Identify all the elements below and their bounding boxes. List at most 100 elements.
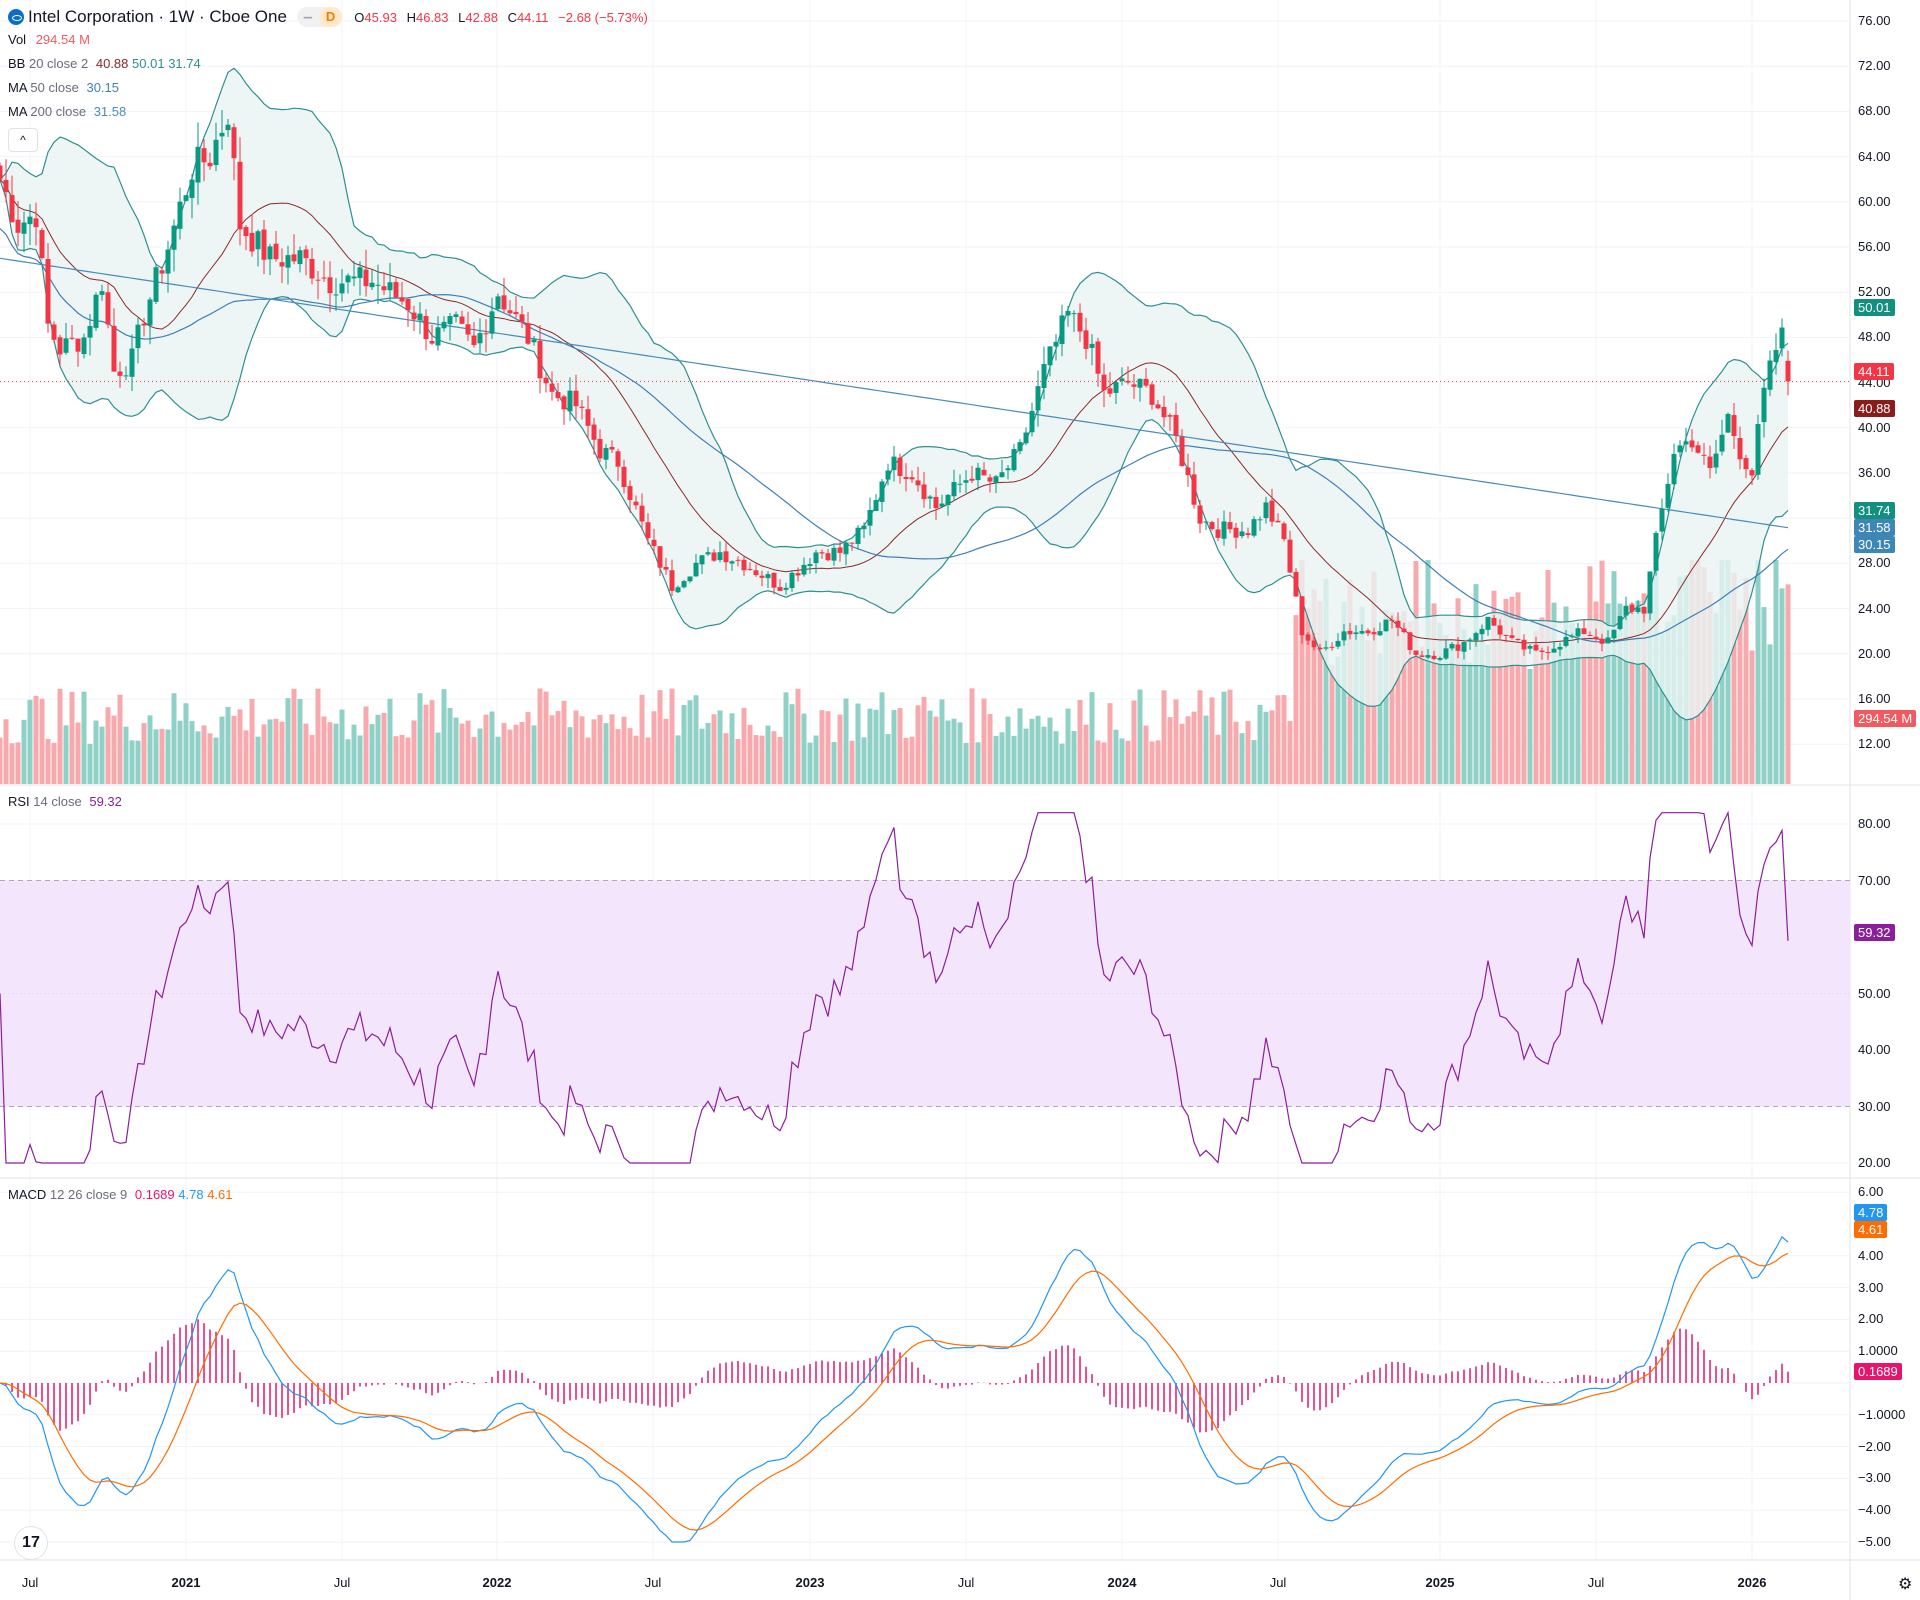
candle	[1377, 631, 1383, 636]
close-value: 44.11	[516, 9, 549, 25]
volume-bar	[729, 713, 735, 784]
tradingview-logo-icon[interactable]: 17	[14, 1526, 48, 1560]
collapse-legend-button[interactable]: ^	[8, 128, 38, 152]
candle	[1161, 407, 1167, 418]
volume-bar	[783, 692, 789, 784]
candle	[105, 292, 111, 325]
rsi-axis-label: 30.00	[1858, 1098, 1891, 1114]
candle	[1527, 645, 1533, 649]
candle	[1773, 350, 1779, 362]
close-label: C	[507, 9, 517, 25]
ma200-legend[interactable]: MA 200 close 31.58	[8, 103, 126, 121]
volume-bar	[579, 716, 585, 784]
legend-value: 30.15	[86, 80, 120, 95]
volume-bar	[303, 723, 309, 784]
bb-legend[interactable]: BB 20 close 2 40.88 50.01 31.74	[8, 55, 201, 73]
candle	[429, 340, 435, 344]
volume-bar	[1521, 639, 1527, 784]
volume-legend[interactable]: Vol 294.54 M	[8, 31, 90, 49]
volume-bar	[597, 714, 603, 784]
volume-bar	[213, 737, 219, 784]
candle	[699, 555, 705, 565]
volume-bar	[183, 703, 189, 784]
volume-bar	[741, 707, 747, 784]
candle	[1173, 414, 1179, 436]
volume-bar	[897, 708, 903, 784]
delayed-data-badge[interactable]: D	[318, 7, 343, 27]
candle	[1257, 519, 1263, 521]
volume-bar	[771, 731, 777, 784]
candle	[513, 311, 519, 315]
volume-bar	[1299, 560, 1305, 784]
volume-bar	[645, 737, 651, 784]
rsi-legend[interactable]: RSI 14 close 59.32	[8, 793, 122, 811]
time-axis-label: 2023	[795, 1575, 825, 1590]
volume-bar	[477, 728, 483, 784]
candle	[795, 573, 801, 576]
volume-bar	[273, 718, 279, 784]
candle	[387, 282, 393, 291]
volume-bar	[759, 735, 765, 784]
legend-label: RSI	[8, 794, 30, 809]
volume-bar	[237, 709, 243, 784]
macd-legend[interactable]: MACD 12 26 close 9 0.1689 4.78 4.61	[8, 1186, 233, 1204]
volume-bar	[1431, 603, 1437, 784]
candle	[1779, 327, 1785, 349]
bb-basis-value: 40.88	[95, 56, 129, 71]
candle	[567, 390, 573, 412]
volume-bar	[483, 714, 489, 784]
candle	[1077, 312, 1083, 332]
candle	[1035, 386, 1041, 411]
volume-bar	[435, 732, 441, 784]
volume-bar	[1287, 721, 1293, 784]
volume-bar	[99, 726, 105, 784]
candle	[753, 570, 759, 576]
volume-bar	[1641, 593, 1647, 784]
candle	[1101, 374, 1107, 391]
intel-logo-icon	[8, 9, 24, 25]
candle	[1191, 474, 1197, 505]
candle	[291, 254, 297, 262]
symbol-title[interactable]: Intel Corporation · 1W · Cboe One	[28, 7, 287, 26]
volume-bar	[33, 695, 39, 784]
volume-bar	[753, 735, 759, 784]
volume-bar	[423, 704, 429, 784]
candle	[1479, 628, 1485, 635]
volume-bar	[1749, 650, 1755, 784]
candle	[489, 311, 495, 334]
high-label: H	[406, 9, 416, 25]
volume-bar	[327, 722, 333, 784]
candle	[465, 324, 471, 335]
candle	[819, 552, 825, 554]
candle	[861, 525, 867, 530]
settings-gear-icon[interactable]: ⚙	[1898, 1576, 1913, 1593]
volume-bar	[1245, 720, 1251, 784]
legend-value: 294.54 M	[35, 32, 90, 47]
candle	[741, 559, 747, 571]
volume-bar	[1497, 613, 1503, 784]
candle	[1239, 531, 1245, 537]
volume-bar	[1293, 615, 1299, 784]
candle	[345, 275, 351, 283]
market-status-badge[interactable]: – D	[296, 7, 343, 27]
price-axis-label: 12.00	[1858, 736, 1891, 752]
volume-bar	[225, 706, 231, 784]
candle	[843, 542, 849, 555]
candle	[621, 466, 627, 488]
candle	[933, 496, 939, 509]
candle	[1515, 638, 1521, 641]
volume-bar	[819, 710, 825, 784]
candle	[759, 575, 765, 578]
ma50-legend[interactable]: MA 50 close 30.15	[8, 79, 119, 97]
candle	[897, 457, 903, 476]
candle	[1419, 655, 1425, 657]
volume-bar	[687, 700, 693, 784]
candle	[1029, 410, 1035, 433]
candle	[1089, 343, 1095, 348]
volume-bar	[1425, 560, 1431, 784]
volume-bar	[1503, 598, 1509, 784]
volume-bar	[429, 700, 435, 784]
volume-bar	[1377, 653, 1383, 784]
macd-axis-label: −4.00	[1858, 1502, 1891, 1518]
